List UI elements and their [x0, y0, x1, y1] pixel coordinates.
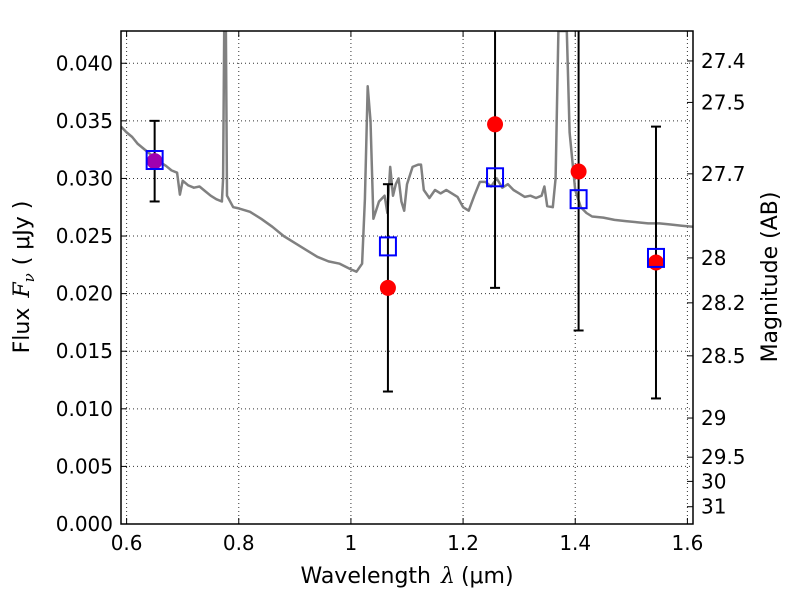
y2-tick-label: 28.5: [701, 344, 746, 368]
observed-point: [647, 254, 664, 271]
y2-tick-label: 28: [701, 246, 726, 270]
x-tick-label: 1.6: [671, 531, 703, 555]
y2-tick-label: 31: [701, 495, 726, 519]
y2-tick-label: 29: [701, 406, 726, 430]
x-label-unit: (μm): [461, 564, 514, 589]
model-point: [486, 167, 505, 188]
ticks: 0.6 0.8 1 1.2 1.4 1.6 0.000 0.005 0.010 0.015 0.02…: [56, 31, 746, 555]
y-label-name: Flux: [10, 308, 35, 354]
y-label-subscript: ν: [20, 273, 38, 282]
model-point: [646, 247, 665, 268]
y2-axis-label: Magnitude (AB): [758, 192, 783, 363]
x-label-symbol: λ: [440, 564, 455, 589]
plot-area: [121, 31, 693, 400]
y-tick-label: 0.040: [56, 51, 113, 75]
plot-frame: [120, 30, 694, 525]
y-tick-label: 0.010: [56, 397, 113, 421]
y2-tick-label: 30: [701, 469, 726, 493]
x-axis-label: Wavelength λ (μm): [300, 564, 513, 589]
observed-point: [487, 116, 504, 133]
x-tick-label: 0.8: [223, 531, 255, 555]
y-tick-label: 0.000: [56, 512, 113, 536]
model-point: [145, 150, 164, 171]
y-tick-label: 0.005: [56, 454, 113, 478]
y2-tick-label: 28.2: [701, 291, 746, 315]
y-label-unit: ( μJy ): [10, 201, 35, 266]
y2-tick-label: 27.5: [701, 90, 746, 114]
grid: [121, 31, 693, 525]
model-point: [569, 189, 588, 210]
y2-tick-label: 27.4: [701, 49, 746, 73]
spectrum-line: [121, 31, 693, 273]
x-label-name: Wavelength: [300, 564, 431, 589]
y2-tick-label: 27.7: [701, 162, 746, 186]
y2-tick-label: 29.5: [701, 445, 746, 469]
observed-point: [570, 163, 587, 180]
y-tick-label: 0.020: [56, 282, 113, 306]
axis-labels: Wavelength λ (μm) Flux Fν ( μJy ) Magnitude …: [10, 192, 783, 589]
x-tick-label: 1.4: [559, 531, 591, 555]
y-tick-label: 0.035: [56, 109, 113, 133]
observed-point: [379, 279, 396, 296]
x-tick-label: 1: [345, 531, 358, 555]
y-label-symbol: F: [10, 282, 35, 299]
observed-point: [146, 153, 163, 170]
y-axis-label: Flux Fν ( μJy ): [10, 201, 38, 354]
y-tick-label: 0.025: [56, 224, 113, 248]
y-tick-label: 0.030: [56, 166, 113, 190]
x-tick-label: 1.2: [447, 531, 479, 555]
model-point: [378, 236, 397, 257]
x-tick-label: 0.6: [111, 531, 143, 555]
y-tick-label: 0.015: [56, 339, 113, 363]
